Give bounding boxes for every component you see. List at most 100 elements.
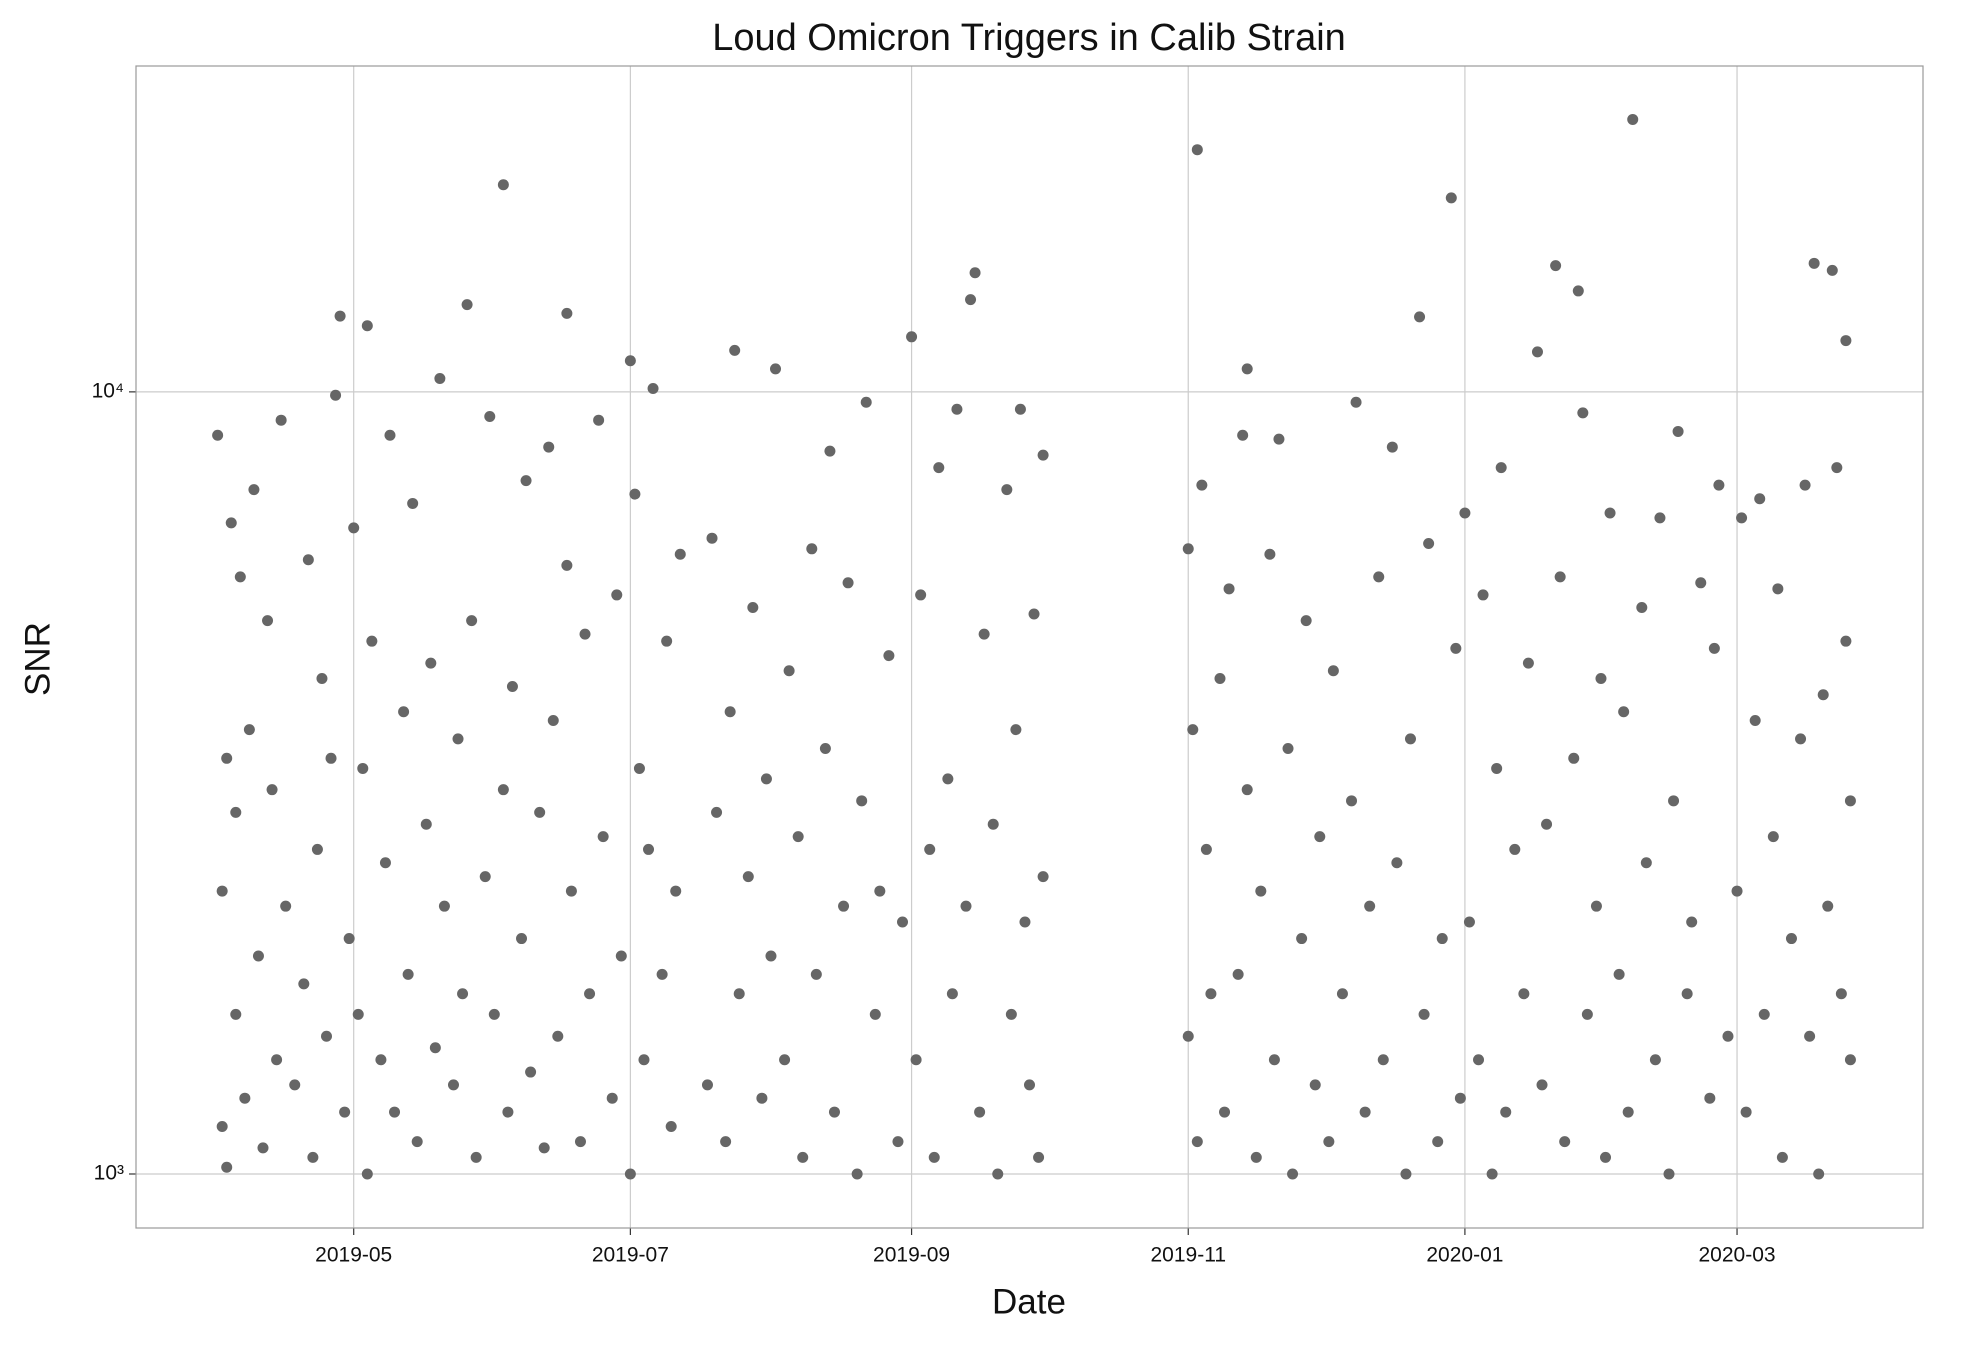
point <box>810 968 822 980</box>
point <box>398 706 410 718</box>
point <box>339 1106 351 1118</box>
point <box>375 1054 387 1066</box>
y-tick-label: 10⁴ <box>92 379 124 402</box>
point <box>1327 665 1339 677</box>
point <box>561 307 573 319</box>
point <box>447 1079 459 1091</box>
point <box>792 831 804 843</box>
point <box>1595 673 1607 685</box>
point <box>915 589 927 601</box>
point <box>434 373 446 385</box>
point <box>361 320 373 332</box>
point <box>538 1142 550 1154</box>
point <box>946 988 958 1000</box>
point <box>1541 818 1553 830</box>
point <box>1536 1079 1548 1091</box>
point <box>497 179 509 191</box>
point <box>357 762 369 774</box>
point <box>597 831 609 843</box>
point <box>212 429 224 441</box>
point <box>1241 784 1253 796</box>
point <box>624 1168 636 1180</box>
point <box>1722 1030 1734 1042</box>
point <box>248 484 260 496</box>
point <box>239 1092 251 1104</box>
point <box>1767 831 1779 843</box>
point <box>1518 988 1530 1000</box>
point <box>638 1054 650 1066</box>
point <box>1835 988 1847 1000</box>
point <box>1590 900 1602 912</box>
point <box>1500 1106 1512 1118</box>
point <box>348 522 360 534</box>
point <box>574 1136 586 1148</box>
point <box>624 355 636 367</box>
x-tick-label: 2019-11 <box>1150 1244 1226 1267</box>
point <box>806 543 818 555</box>
point <box>838 900 850 912</box>
point <box>584 988 596 1000</box>
x-tick-label: 2019-07 <box>592 1244 669 1267</box>
point <box>1636 602 1648 614</box>
point <box>579 628 591 640</box>
point <box>924 843 936 855</box>
point <box>892 1136 904 1148</box>
point <box>756 1092 768 1104</box>
point <box>1205 988 1217 1000</box>
point <box>1813 1168 1825 1180</box>
point <box>1613 968 1625 980</box>
point <box>1432 1136 1444 1148</box>
point <box>1005 1008 1017 1020</box>
point <box>1568 752 1580 764</box>
point <box>1191 1136 1203 1148</box>
point <box>1182 543 1194 555</box>
point <box>742 871 754 883</box>
point <box>502 1106 514 1118</box>
point <box>1640 857 1652 869</box>
point <box>1400 1168 1412 1180</box>
point <box>874 885 886 897</box>
point <box>488 1008 500 1020</box>
point <box>484 411 496 423</box>
point <box>1364 900 1376 912</box>
point <box>1785 933 1797 945</box>
point <box>1491 762 1503 774</box>
point <box>1686 916 1698 928</box>
point <box>352 1008 364 1020</box>
point <box>828 1106 840 1118</box>
point <box>733 988 745 1000</box>
point <box>987 818 999 830</box>
point <box>611 589 623 601</box>
point <box>1577 407 1589 419</box>
point <box>906 331 918 343</box>
point <box>325 752 337 764</box>
point <box>543 441 555 453</box>
point <box>1695 577 1707 589</box>
point <box>1296 933 1308 945</box>
point <box>670 885 682 897</box>
point <box>298 978 310 990</box>
point <box>547 715 559 727</box>
point <box>706 532 718 544</box>
point <box>252 950 264 962</box>
point <box>516 933 528 945</box>
point <box>674 548 686 560</box>
point <box>1749 715 1761 727</box>
point <box>461 299 473 311</box>
point <box>230 1008 242 1020</box>
point <box>856 795 868 807</box>
point <box>289 1079 301 1091</box>
point <box>262 615 274 627</box>
point <box>960 900 972 912</box>
point <box>629 488 641 500</box>
point <box>1531 346 1543 358</box>
point <box>942 773 954 785</box>
point <box>1404 733 1416 745</box>
point <box>1672 425 1684 437</box>
point <box>1704 1092 1716 1104</box>
point <box>1618 706 1630 718</box>
point <box>1772 583 1784 595</box>
point <box>1804 1030 1816 1042</box>
point <box>1423 537 1435 549</box>
point <box>1486 1168 1498 1180</box>
